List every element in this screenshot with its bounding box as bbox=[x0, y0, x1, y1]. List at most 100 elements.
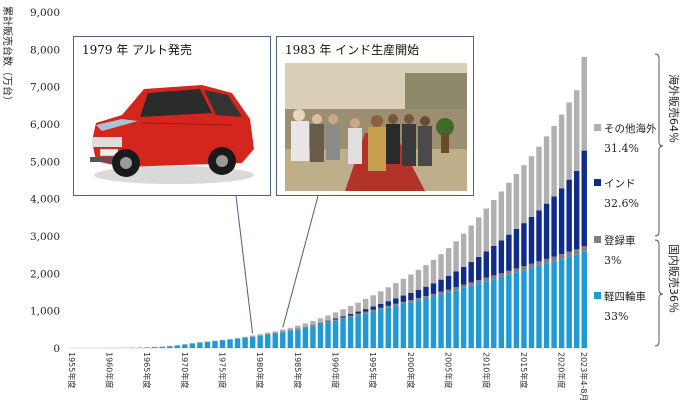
bar-segment bbox=[528, 268, 535, 348]
bar-segment bbox=[491, 200, 497, 246]
x-tick-label: 2010年度 bbox=[481, 352, 491, 388]
bar-segment bbox=[355, 315, 361, 348]
leader-line-alto bbox=[235, 195, 254, 334]
bar-segment bbox=[551, 256, 557, 262]
legend-pct: 32.6% bbox=[604, 197, 639, 210]
legend-swatch bbox=[594, 236, 601, 243]
bar-segment bbox=[400, 301, 407, 304]
bar-segment bbox=[408, 300, 414, 303]
bar-segment bbox=[521, 270, 527, 348]
bar-segment bbox=[302, 326, 309, 328]
bar-segment bbox=[566, 251, 572, 257]
bar-segment bbox=[491, 275, 497, 280]
x-tick-label: 2000年度 bbox=[406, 352, 416, 388]
legend-swatch bbox=[594, 124, 601, 131]
bar-segment bbox=[543, 263, 550, 348]
bar-segment bbox=[340, 309, 346, 317]
bar-segment bbox=[566, 102, 572, 180]
bar-segment bbox=[438, 291, 444, 295]
bar-segment bbox=[332, 320, 339, 348]
bar-segment bbox=[453, 287, 459, 291]
bar-segment bbox=[265, 334, 271, 348]
y-tick-label: 0 bbox=[53, 343, 60, 355]
india-ceremony-photo bbox=[285, 63, 467, 191]
annotation-alto-caption: 1979 年 アルト発売 bbox=[82, 43, 193, 57]
bar-segment bbox=[460, 233, 467, 267]
bar-segment bbox=[400, 303, 407, 348]
y-axis-title-text: 累計販売台数（万台） bbox=[1, 6, 14, 106]
bar-segment bbox=[408, 274, 414, 293]
bar-segment bbox=[219, 340, 226, 348]
bar-segment bbox=[521, 266, 527, 271]
bar-segment bbox=[317, 324, 324, 348]
bar-segment bbox=[415, 298, 422, 301]
legend-name: 軽四輪車 bbox=[604, 290, 646, 303]
bar-segment bbox=[340, 318, 346, 348]
bar-segment bbox=[468, 282, 474, 286]
x-axis: 1955年度 1960年度 1965年度 1970年度 1975年度 1980年度 1985… bbox=[67, 352, 589, 401]
bar-segment bbox=[302, 323, 309, 327]
bar-segment bbox=[491, 279, 497, 348]
bar-segment bbox=[272, 333, 278, 348]
bar-segment bbox=[445, 292, 452, 348]
red-car-photo bbox=[82, 63, 262, 191]
bar-segment bbox=[362, 299, 369, 310]
bar-segment bbox=[151, 347, 158, 348]
bar-segment bbox=[265, 333, 271, 335]
bar-segment bbox=[287, 327, 294, 330]
bar-segment bbox=[581, 150, 587, 247]
bar-segment bbox=[573, 170, 580, 250]
bar-segment bbox=[476, 217, 482, 257]
bar-segment bbox=[415, 300, 422, 348]
bar-segment bbox=[430, 283, 437, 294]
bar-segment bbox=[347, 306, 354, 314]
bar-segment bbox=[528, 217, 535, 264]
legend-pct: 33% bbox=[604, 310, 628, 323]
bar-segment bbox=[543, 203, 550, 259]
x-tick-label: 2005年度 bbox=[444, 352, 454, 388]
bar-segment bbox=[242, 336, 248, 338]
x-tick-label: 1985年度 bbox=[293, 352, 303, 388]
bar-segment bbox=[287, 330, 294, 348]
bar-segment bbox=[378, 291, 384, 304]
bar-segment bbox=[347, 313, 354, 316]
x-tick-label: 1995年度 bbox=[368, 352, 378, 388]
x-tick-label: 1970年度 bbox=[180, 352, 190, 388]
y-tick-label: 8,000 bbox=[30, 44, 60, 56]
bar-segment bbox=[362, 311, 369, 314]
bar-segment bbox=[174, 345, 180, 348]
bar-segment bbox=[325, 321, 331, 323]
x-tick-label: 1990年度 bbox=[331, 352, 341, 388]
bar-segment bbox=[287, 330, 294, 331]
bar-segment bbox=[453, 241, 459, 272]
bar-segment bbox=[573, 90, 580, 171]
bar-segment bbox=[536, 265, 542, 348]
bar-segment bbox=[347, 317, 354, 348]
bar-segment bbox=[347, 315, 354, 318]
y-tick-label: 1,000 bbox=[30, 306, 60, 318]
legend-pct: 31.4% bbox=[604, 142, 639, 155]
bar-segment bbox=[332, 319, 339, 321]
bar-segment bbox=[581, 246, 587, 252]
annotation-alto: 1979 年 アルト発売 bbox=[73, 36, 271, 196]
bar-segment bbox=[400, 278, 407, 296]
bar-segment bbox=[249, 335, 256, 337]
bar-segment bbox=[460, 287, 467, 348]
bar-segment bbox=[506, 270, 512, 275]
bar-segment bbox=[340, 317, 346, 319]
annotation-india-caption: 1983 年 インド生産開始 bbox=[285, 43, 420, 57]
bar-segment bbox=[483, 251, 489, 278]
bar-segment bbox=[581, 56, 587, 151]
bar-segment bbox=[362, 309, 369, 312]
bar-segment bbox=[430, 293, 437, 297]
bar-segment bbox=[378, 303, 384, 308]
group-brackets: 海外販売64％ 国内販売36％ bbox=[654, 53, 681, 347]
bar-segment bbox=[370, 309, 376, 312]
bar-segment bbox=[340, 316, 346, 318]
bar-segment bbox=[295, 329, 301, 348]
bar-segment bbox=[558, 254, 565, 260]
bar-segment bbox=[558, 259, 565, 348]
bar-segment bbox=[415, 289, 422, 299]
y-tick-label: 4,000 bbox=[30, 194, 60, 206]
